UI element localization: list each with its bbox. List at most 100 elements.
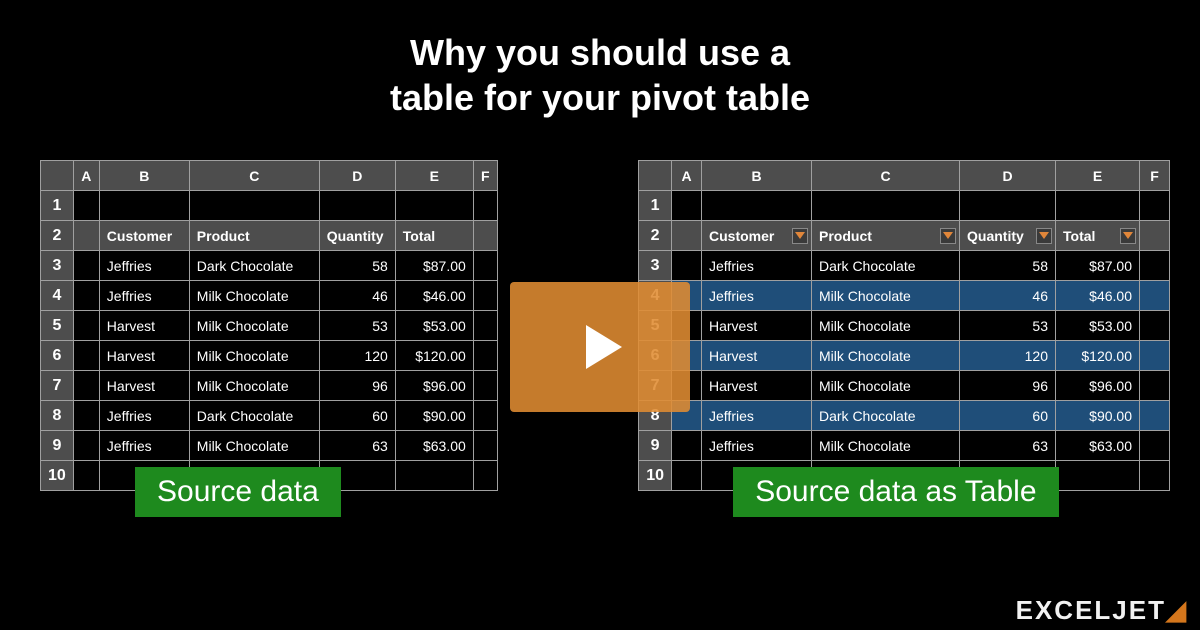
cell[interactable] (1140, 341, 1170, 371)
plain-cell-customer[interactable]: Jeffries (99, 251, 189, 281)
styled-header-customer[interactable]: Customer (702, 221, 812, 251)
col-header-c[interactable]: C (812, 161, 960, 191)
cell[interactable] (473, 461, 497, 491)
cell[interactable] (672, 461, 702, 491)
plain-cell-total[interactable]: $120.00 (395, 341, 473, 371)
cell[interactable] (73, 431, 99, 461)
styled-cell-quantity[interactable]: 58 (960, 251, 1056, 281)
styled-cell-total[interactable]: $46.00 (1056, 281, 1140, 311)
col-header-a[interactable]: A (73, 161, 99, 191)
styled-cell-total[interactable]: $120.00 (1056, 341, 1140, 371)
cell[interactable] (319, 191, 395, 221)
cell[interactable] (1140, 461, 1170, 491)
cell[interactable] (1140, 191, 1170, 221)
cell[interactable] (473, 251, 497, 281)
row-header-10[interactable]: 10 (639, 461, 672, 491)
col-header-e[interactable]: E (395, 161, 473, 191)
cell[interactable] (395, 461, 473, 491)
styled-cell-product[interactable]: Milk Chocolate (812, 341, 960, 371)
plain-cell-customer[interactable]: Jeffries (99, 281, 189, 311)
plain-cell-quantity[interactable]: 46 (319, 281, 395, 311)
plain-cell-quantity[interactable]: 63 (319, 431, 395, 461)
plain-cell-quantity[interactable]: 53 (319, 311, 395, 341)
plain-cell-product[interactable]: Milk Chocolate (189, 431, 319, 461)
cell[interactable] (1140, 251, 1170, 281)
row-header-2[interactable]: 2 (639, 221, 672, 251)
plain-cell-product[interactable]: Milk Chocolate (189, 311, 319, 341)
plain-cell-total[interactable]: $46.00 (395, 281, 473, 311)
row-header-10[interactable]: 10 (41, 461, 74, 491)
col-header-c[interactable]: C (189, 161, 319, 191)
styled-cell-total[interactable]: $53.00 (1056, 311, 1140, 341)
cell[interactable] (73, 341, 99, 371)
styled-header-total[interactable]: Total (1056, 221, 1140, 251)
styled-cell-product[interactable]: Milk Chocolate (812, 311, 960, 341)
cell[interactable] (73, 221, 99, 251)
plain-cell-quantity[interactable]: 58 (319, 251, 395, 281)
styled-cell-product[interactable]: Milk Chocolate (812, 431, 960, 461)
cell[interactable] (73, 371, 99, 401)
styled-cell-total[interactable]: $96.00 (1056, 371, 1140, 401)
cell[interactable] (473, 431, 497, 461)
cell[interactable] (812, 191, 960, 221)
styled-cell-customer[interactable]: Jeffries (702, 401, 812, 431)
cell[interactable] (73, 191, 99, 221)
cell[interactable] (73, 281, 99, 311)
row-header-3[interactable]: 3 (41, 251, 74, 281)
plain-cell-customer[interactable]: Harvest (99, 311, 189, 341)
cell[interactable] (99, 191, 189, 221)
styled-cell-quantity[interactable]: 46 (960, 281, 1056, 311)
plain-cell-quantity[interactable]: 60 (319, 401, 395, 431)
styled-cell-customer[interactable]: Jeffries (702, 251, 812, 281)
styled-cell-quantity[interactable]: 63 (960, 431, 1056, 461)
styled-cell-total[interactable]: $63.00 (1056, 431, 1140, 461)
cell[interactable] (73, 401, 99, 431)
row-header-9[interactable]: 9 (639, 431, 672, 461)
styled-cell-product[interactable]: Milk Chocolate (812, 371, 960, 401)
col-header-b[interactable]: B (99, 161, 189, 191)
row-header-3[interactable]: 3 (639, 251, 672, 281)
cell[interactable] (473, 191, 497, 221)
cell[interactable] (473, 281, 497, 311)
styled-cell-customer[interactable]: Harvest (702, 341, 812, 371)
plain-cell-total[interactable]: $87.00 (395, 251, 473, 281)
plain-header-customer[interactable]: Customer (99, 221, 189, 251)
plain-header-product[interactable]: Product (189, 221, 319, 251)
col-header-b[interactable]: B (702, 161, 812, 191)
cell[interactable] (1140, 221, 1170, 251)
row-header-2[interactable]: 2 (41, 221, 74, 251)
styled-cell-quantity[interactable]: 120 (960, 341, 1056, 371)
cell[interactable] (473, 341, 497, 371)
filter-dropdown-icon[interactable] (940, 228, 956, 244)
cell[interactable] (473, 221, 497, 251)
styled-cell-product[interactable]: Dark Chocolate (812, 401, 960, 431)
plain-cell-quantity[interactable]: 120 (319, 341, 395, 371)
col-header-d[interactable]: D (960, 161, 1056, 191)
play-button[interactable] (510, 282, 690, 412)
plain-cell-product[interactable]: Dark Chocolate (189, 401, 319, 431)
plain-cell-customer[interactable]: Jeffries (99, 431, 189, 461)
cell[interactable] (189, 191, 319, 221)
plain-cell-customer[interactable]: Jeffries (99, 401, 189, 431)
row-header-7[interactable]: 7 (41, 371, 74, 401)
plain-cell-product[interactable]: Milk Chocolate (189, 371, 319, 401)
row-header-1[interactable]: 1 (41, 191, 74, 221)
plain-cell-product[interactable]: Milk Chocolate (189, 341, 319, 371)
cell[interactable] (1140, 281, 1170, 311)
cell[interactable] (1140, 311, 1170, 341)
filter-dropdown-icon[interactable] (792, 228, 808, 244)
styled-cell-customer[interactable]: Harvest (702, 371, 812, 401)
cell[interactable] (1056, 461, 1140, 491)
col-header-f[interactable]: F (473, 161, 497, 191)
styled-cell-total[interactable]: $90.00 (1056, 401, 1140, 431)
styled-cell-quantity[interactable]: 60 (960, 401, 1056, 431)
cell[interactable] (473, 401, 497, 431)
cell[interactable] (1140, 431, 1170, 461)
filter-dropdown-icon[interactable] (1120, 228, 1136, 244)
cell[interactable] (1056, 191, 1140, 221)
plain-cell-quantity[interactable]: 96 (319, 371, 395, 401)
plain-cell-customer[interactable]: Harvest (99, 371, 189, 401)
cell[interactable] (672, 221, 702, 251)
cell[interactable] (473, 371, 497, 401)
styled-cell-quantity[interactable]: 96 (960, 371, 1056, 401)
